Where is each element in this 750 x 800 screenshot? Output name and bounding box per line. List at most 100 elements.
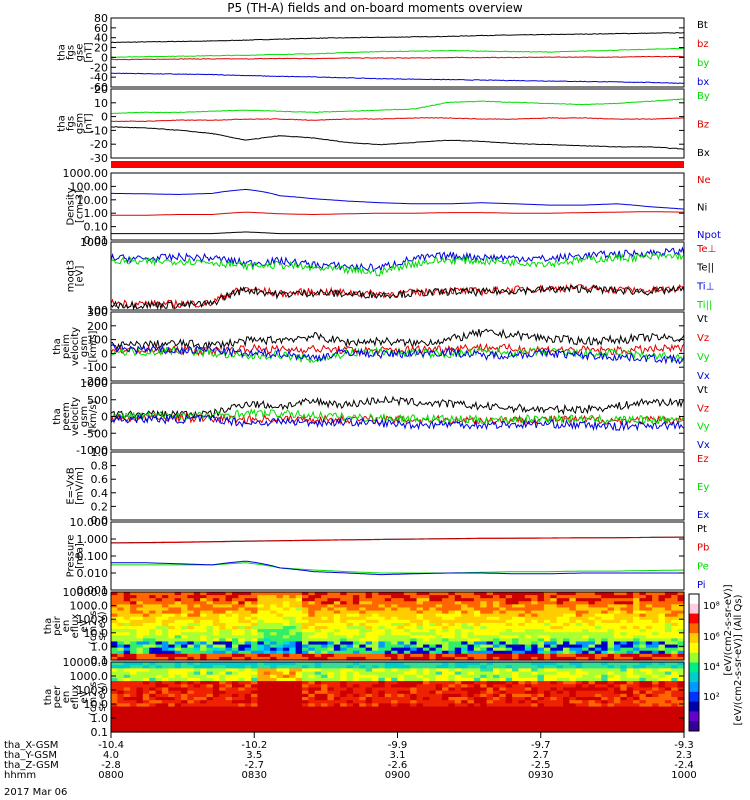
heatmap-cell (442, 687, 450, 692)
heatmap-cell (524, 700, 532, 704)
heatmap-cell (543, 595, 551, 599)
heatmap-cell (524, 598, 532, 602)
heatmap-cell (333, 622, 341, 627)
heatmap-cell (378, 693, 386, 698)
heatmap-cell (130, 700, 138, 704)
heatmap-cell (130, 592, 138, 596)
heatmap-cell (149, 610, 157, 615)
heatmap-cell (582, 687, 590, 692)
heatmap-cell (302, 647, 309, 652)
heatmap-cell (633, 598, 641, 602)
heatmap-cell (117, 626, 125, 630)
heatmap-cell (251, 719, 259, 724)
heatmap-cell (613, 693, 621, 698)
y-tick-label: 0 (101, 347, 108, 360)
heatmap-cell (302, 706, 309, 711)
heatmap-cell (633, 638, 641, 643)
heatmap-cell (473, 687, 481, 692)
heatmap-cell (429, 622, 437, 627)
heatmap-cell (537, 665, 545, 669)
heatmap-cell (448, 604, 456, 609)
heatmap-cell (620, 722, 628, 727)
heatmap-cell (391, 601, 399, 605)
heatmap-cell (295, 709, 303, 714)
heatmap-cell (219, 644, 227, 649)
heatmap-cell (416, 706, 424, 711)
y-axis-label-line: gsm (75, 113, 86, 134)
heatmap-cell (422, 632, 430, 636)
heatmap-cell (531, 690, 539, 695)
heatmap-cell (136, 656, 144, 661)
heatmap-cell (664, 607, 672, 612)
x-tick-label: -2.7 (244, 760, 264, 771)
heatmap-cell (607, 653, 615, 658)
heatmap-cell (384, 613, 392, 618)
heatmap-cell (231, 629, 239, 633)
heatmap-cell (448, 728, 456, 733)
heatmap-cell (645, 668, 653, 673)
heatmap-cell (594, 638, 602, 643)
heatmap-cell (212, 728, 220, 733)
heatmap-cell (327, 601, 335, 605)
x-tick-label: -10.2 (241, 740, 267, 751)
heatmap-cell (142, 647, 150, 652)
heatmap-cell (378, 644, 386, 649)
heatmap-cell (569, 671, 577, 676)
series-line-vt (110, 328, 685, 351)
heatmap-cell (505, 662, 513, 666)
heatmap-cell (416, 598, 424, 602)
heatmap-cell (537, 700, 545, 704)
heatmap-cell (480, 665, 488, 669)
heatmap-cell (136, 638, 144, 643)
heatmap-cell (435, 690, 443, 695)
heatmap-cell (206, 677, 214, 682)
heatmap-cell (155, 656, 163, 661)
heatmap-cell (161, 629, 169, 633)
heatmap-cell (263, 626, 271, 630)
heatmap-cell (123, 725, 131, 730)
heatmap-cell (244, 728, 252, 733)
heatmap-cell (346, 644, 354, 649)
heatmap-cell (671, 641, 679, 646)
heatmap-cell (257, 709, 265, 714)
heatmap-cell (563, 610, 570, 615)
heatmap-cell (321, 706, 329, 711)
heatmap-cell (677, 668, 685, 673)
heatmap-cell (582, 656, 590, 661)
heatmap-cell (473, 671, 481, 676)
heatmap-cell (321, 595, 329, 599)
heatmap-cell (543, 668, 551, 673)
heatmap-cell (384, 616, 392, 621)
heatmap-cell (575, 728, 583, 733)
heatmap-cell (206, 653, 214, 658)
heatmap-cell (149, 644, 157, 649)
heatmap-cell (594, 712, 602, 717)
heatmap-cell (505, 607, 513, 612)
heatmap-cell (493, 626, 500, 630)
heatmap-cell (155, 595, 163, 599)
heatmap-cell (639, 700, 647, 704)
heatmap-cell (429, 656, 437, 661)
heatmap-cell (117, 703, 125, 708)
heatmap-cell (257, 668, 265, 673)
heatmap-cell (486, 722, 494, 727)
heatmap-cell (524, 653, 532, 658)
heatmap-cell (563, 697, 570, 701)
heatmap-cell (161, 681, 169, 685)
heatmap-cell (480, 647, 488, 652)
heatmap-cell (365, 725, 373, 730)
heatmap-cell (677, 626, 685, 630)
heatmap-cell (117, 700, 125, 704)
heatmap-cell (231, 687, 239, 692)
heatmap-cell (181, 629, 188, 633)
heatmap-cell (410, 716, 418, 720)
heatmap-cell (531, 703, 539, 708)
heatmap-cell (575, 690, 583, 695)
heatmap-cell (550, 719, 558, 724)
y-axis-label-line: [nT] (84, 42, 95, 62)
heatmap-cell (384, 719, 392, 724)
heatmap-cell (257, 719, 265, 724)
heatmap-cell (206, 709, 214, 714)
heatmap-cell (671, 693, 679, 698)
heatmap-cell (136, 626, 144, 630)
